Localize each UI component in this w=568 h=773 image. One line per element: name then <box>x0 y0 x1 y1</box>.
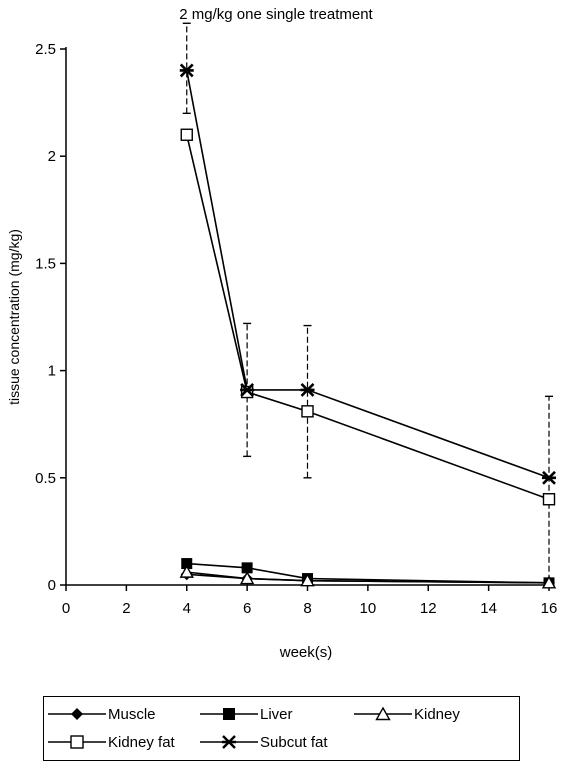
series-line-kidney-fat <box>185 134 550 500</box>
point-kidney <box>541 575 557 589</box>
series-markers <box>179 63 557 589</box>
x-tick-label: 14 <box>480 600 497 617</box>
x-tick-label: 6 <box>243 600 251 617</box>
y-tick-label: 2 <box>48 148 56 165</box>
legend-item-subcut-fat: Subcut fat <box>200 731 328 753</box>
series-lines <box>185 70 550 584</box>
point-liver <box>241 562 253 574</box>
error-bars <box>182 22 553 582</box>
point-liver <box>181 558 193 570</box>
legend-swatch-subcut-fat <box>200 735 258 749</box>
point-subcut-fat <box>542 470 556 485</box>
legend-swatch-muscle <box>48 708 106 720</box>
legend-swatch-liver <box>200 708 258 720</box>
x-tick-label: 10 <box>360 600 377 617</box>
y-axis-label: tissue concentration (mg/kg) <box>6 229 22 405</box>
x-tick-label: 16 <box>541 600 558 617</box>
series-line-liver <box>186 562 550 584</box>
legend-label-subcut-fat: Subcut fat <box>260 733 328 751</box>
legend-item-kidney: Kidney <box>354 703 460 725</box>
point-subcut-fat <box>179 63 194 78</box>
y-tick-label: 1.5 <box>35 255 56 272</box>
y-tick-label: 1 <box>48 363 56 380</box>
legend-swatch-kidney-fat <box>48 735 106 749</box>
point-kidney-fat <box>240 385 254 399</box>
y-tick-label: 2.5 <box>35 41 56 58</box>
x-tick-label: 0 <box>62 600 70 617</box>
legend-label-kidney-fat: Kidney fat <box>108 733 175 751</box>
point-kidney-fat <box>301 405 314 418</box>
y-tick-label: 0.5 <box>35 470 56 487</box>
chart-title: 2 mg/kg one single treatment <box>179 6 373 23</box>
legend: Muscle Liver Kidney Kidney fat Subcut fa… <box>43 696 520 761</box>
x-tick-label: 2 <box>122 600 130 617</box>
legend-label-muscle: Muscle <box>108 705 156 723</box>
series-line-kidney <box>186 571 550 584</box>
point-kidney-fat <box>542 493 556 506</box>
x-axis-label: week(s) <box>279 644 333 661</box>
legend-item-liver: Liver <box>200 703 293 725</box>
x-tick-label: 4 <box>183 600 191 617</box>
point-kidney <box>239 571 255 585</box>
legend-item-muscle: Muscle <box>48 703 156 725</box>
chart: 2 mg/kg one single treatment tissue conc… <box>6 6 557 661</box>
legend-item-kidney-fat: Kidney fat <box>48 731 175 753</box>
legend-label-kidney: Kidney <box>414 705 460 723</box>
axes: 0 0.5 1 1.5 2 2.5 0 2 4 6 8 10 12 14 16 <box>35 41 557 617</box>
legend-label-liver: Liver <box>260 705 293 723</box>
point-subcut-fat <box>300 382 315 397</box>
x-tick-label: 8 <box>303 600 311 617</box>
legend-swatch-kidney <box>354 706 412 721</box>
point-kidney <box>300 573 315 587</box>
x-tick-label: 12 <box>420 600 437 617</box>
point-kidney-fat <box>180 128 193 141</box>
point-subcut-fat <box>240 382 255 397</box>
point-kidney <box>179 564 194 578</box>
series-line-subcut-fat <box>185 70 550 479</box>
y-tick-label: 0 <box>48 577 56 594</box>
